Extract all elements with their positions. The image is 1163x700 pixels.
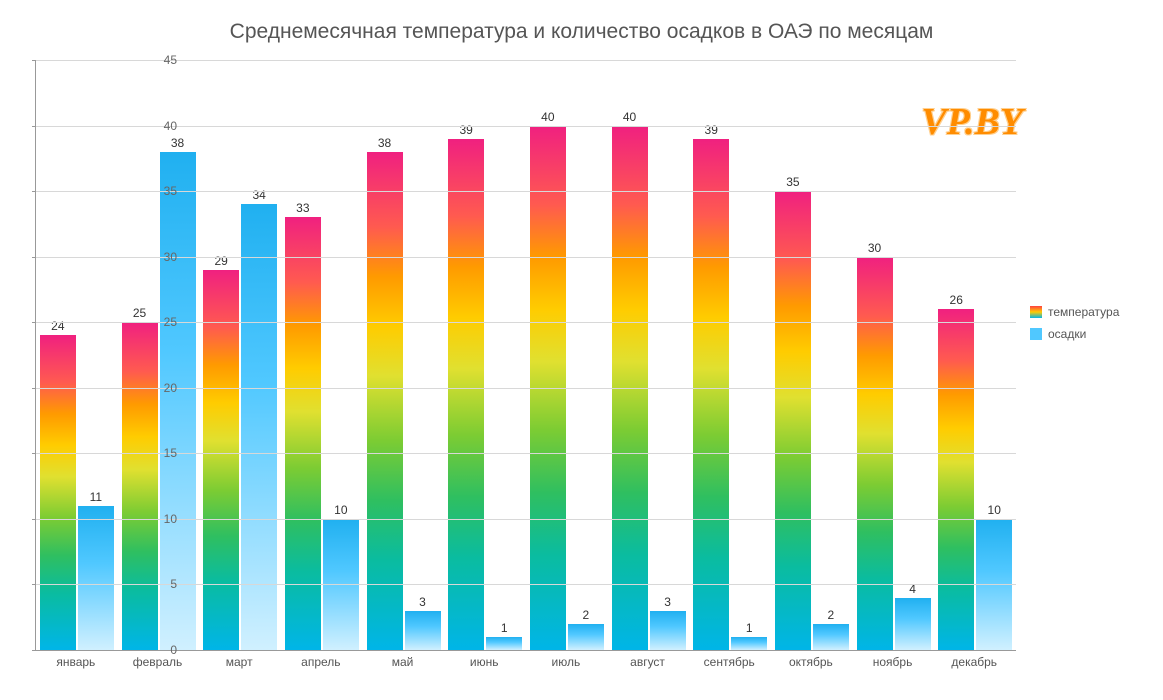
bar-value-label: 30 (868, 241, 881, 255)
y-tick-label: 10 (152, 512, 177, 526)
legend-swatch-rainbow (1030, 306, 1042, 318)
bar-blue: 3 (650, 611, 686, 650)
gridline (36, 126, 1016, 127)
bar-group: 2411 (36, 60, 118, 650)
bar-blue: 2 (813, 624, 849, 650)
bar-group: 33 10 (281, 60, 363, 650)
gridline (36, 519, 1016, 520)
bars-wrap: 2411253829343310383391402403391352304261… (36, 60, 1016, 650)
bar-blue: 4 (895, 598, 931, 650)
bar-group: 2934 (199, 60, 281, 650)
legend-label: осадки (1048, 327, 1086, 341)
bar-value-label: 1 (746, 621, 753, 635)
y-tick-label: 30 (152, 250, 177, 264)
bar-blue: 2 (568, 624, 604, 650)
bar-rainbow: 26 (938, 309, 974, 650)
y-tick-label: 15 (152, 446, 177, 460)
x-tick-label: июнь (443, 655, 525, 669)
bar-value-label: 10 (334, 503, 347, 517)
bar-blue: 34 (241, 204, 277, 650)
y-tick-label: 5 (152, 577, 177, 591)
gridline (36, 388, 1016, 389)
bar-rainbow: 35 (775, 191, 811, 650)
x-tick-label: апрель (280, 655, 362, 669)
bar-value-label: 2 (828, 608, 835, 622)
bar-rainbow: 25 (122, 322, 158, 650)
bar-value-label: 38 (378, 136, 391, 150)
y-tick-label: 45 (152, 53, 177, 67)
bar-rainbow: 39 (448, 139, 484, 650)
y-tick-label: 35 (152, 184, 177, 198)
bar-group: 391 (444, 60, 526, 650)
bar-blue: 1 (486, 637, 522, 650)
x-tick-label: июль (525, 655, 607, 669)
bar-value-label: 25 (133, 306, 146, 320)
bar-value-label: 11 (90, 490, 102, 504)
x-tick-label: февраль (117, 655, 199, 669)
bar-group: 26 10 (934, 60, 1016, 650)
gridline (36, 191, 1016, 192)
x-tick-label: ноябрь (852, 655, 934, 669)
legend-item: температура (1030, 305, 1119, 319)
bar-rainbow: 29 (203, 270, 239, 650)
x-tick-label: март (198, 655, 280, 669)
x-tick-label: сентябрь (688, 655, 770, 669)
gridline (36, 257, 1016, 258)
plot-area: 2411253829343310383391402403391352304261… (35, 60, 1016, 651)
bar-group: 40 2 (526, 60, 608, 650)
legend-swatch-blue (1030, 328, 1042, 340)
x-tick-label: январь (35, 655, 117, 669)
bar-value-label: 40 (541, 110, 554, 124)
gridline (36, 322, 1016, 323)
x-tick-label: август (607, 655, 689, 669)
bar-group: 2538 (118, 60, 200, 650)
bar-blue: 1 (731, 637, 767, 650)
legend-item: осадки (1030, 327, 1119, 341)
x-axis-labels: январьфевральмартапрельмайиюньиюльавгуст… (35, 655, 1015, 669)
bar-rainbow: 39 (693, 139, 729, 650)
chart-title: Среднемесячная температура и количество … (0, 20, 1163, 44)
bar-value-label: 40 (623, 110, 636, 124)
x-tick-label: октябрь (770, 655, 852, 669)
y-tick-label: 0 (152, 643, 177, 657)
bar-value-label: 10 (988, 503, 1001, 517)
bar-value-label: 2 (583, 608, 590, 622)
chart-container: Среднемесячная температура и количество … (0, 0, 1163, 700)
bar-group: 391 (689, 60, 771, 650)
x-tick-label: декабрь (933, 655, 1015, 669)
bar-group: 383 (363, 60, 445, 650)
bar-value-label: 33 (296, 201, 309, 215)
y-tick-label: 40 (152, 119, 177, 133)
x-tick-label: май (362, 655, 444, 669)
bar-blue: 11 (78, 506, 114, 650)
bar-value-label: 35 (786, 175, 799, 189)
gridline (36, 453, 1016, 454)
bar-value-label: 26 (950, 293, 963, 307)
gridline (36, 584, 1016, 585)
bar-value-label: 1 (501, 621, 508, 635)
legend: температура осадки (1030, 305, 1119, 349)
y-tick-label: 25 (152, 315, 177, 329)
bar-blue: 38 (160, 152, 196, 650)
gridline (36, 60, 1016, 61)
y-tick-label: 20 (152, 381, 177, 395)
bar-blue: 3 (405, 611, 441, 650)
bar-group: 352 (771, 60, 853, 650)
legend-label: температура (1048, 305, 1119, 319)
bar-value-label: 3 (419, 595, 426, 609)
bar-group: 30 4 (853, 60, 935, 650)
bar-group: 40 3 (608, 60, 690, 650)
bar-value-label: 3 (664, 595, 671, 609)
bar-rainbow: 38 (367, 152, 403, 650)
bar-value-label: 38 (171, 136, 184, 150)
bar-rainbow: 24 (40, 335, 76, 650)
